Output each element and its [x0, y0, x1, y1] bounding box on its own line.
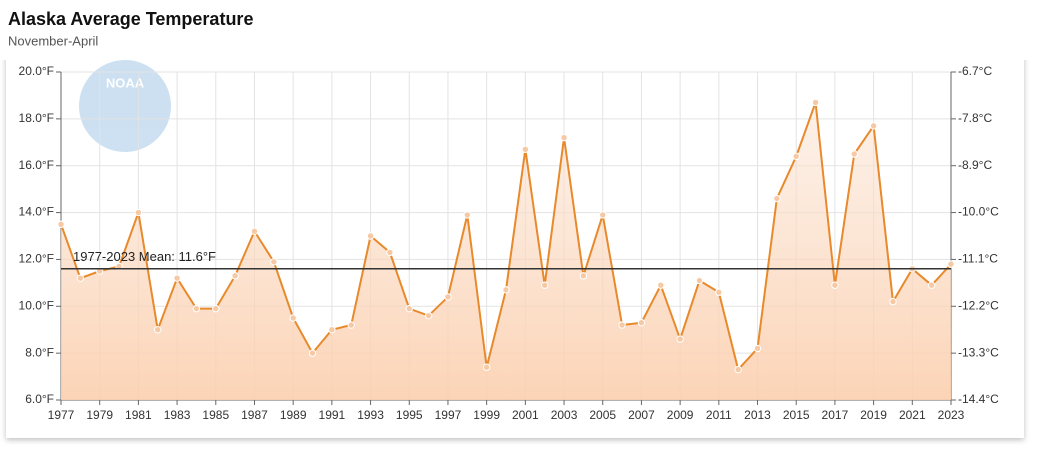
point: [366, 232, 375, 240]
point: [250, 227, 259, 236]
point: [831, 281, 839, 289]
point: [618, 321, 626, 329]
x-tick-label: 2011: [706, 408, 732, 422]
point: [657, 281, 665, 289]
x-tick-label: 1987: [241, 408, 268, 422]
point: [889, 297, 897, 306]
point: [57, 220, 65, 228]
point: [386, 248, 394, 257]
x-tick-label: 1999: [473, 408, 500, 422]
y-tick-label: 14.0°F: [19, 205, 54, 219]
x-tick-label: 1977: [48, 408, 75, 422]
point: [579, 272, 588, 280]
point: [753, 344, 762, 353]
y-tick-label: 8.0°F: [25, 345, 54, 359]
logo-circle: [79, 60, 171, 152]
point: [212, 304, 220, 313]
point: [308, 349, 317, 357]
x-tick-label: 1995: [396, 408, 423, 422]
point: [599, 211, 607, 219]
point: [502, 286, 510, 294]
x-tick-label: 1979: [86, 408, 113, 422]
x-tick-label: 2007: [628, 408, 655, 422]
point: [773, 194, 781, 203]
point: [927, 281, 936, 289]
chart-subtitle: November-April: [8, 33, 98, 48]
point: [405, 304, 413, 313]
y2-tick-label: -7.8°C: [958, 111, 992, 125]
x-tick-label: 2023: [938, 408, 965, 422]
point: [463, 211, 472, 219]
point: [173, 274, 181, 282]
point: [792, 152, 800, 161]
x-tick-label: 2017: [822, 408, 849, 422]
point: [811, 98, 820, 107]
point: [289, 314, 297, 322]
x-tick-label: 2015: [783, 408, 810, 422]
y2-tick-label: -10.0°C: [958, 205, 999, 219]
x-tick-label: 2003: [551, 408, 578, 422]
point: [424, 311, 433, 320]
x-tick-label: 2005: [589, 408, 616, 422]
x-tick-label: 2021: [899, 408, 926, 422]
y-tick-label: 6.0°F: [25, 392, 54, 406]
point: [521, 145, 530, 154]
point: [231, 272, 239, 280]
point: [347, 321, 355, 329]
point: [637, 318, 646, 327]
point: [328, 326, 336, 334]
point: [850, 150, 858, 158]
point: [192, 304, 201, 313]
x-tick-label: 1983: [164, 408, 191, 422]
y-tick-label: 10.0°F: [19, 298, 54, 312]
point: [869, 122, 878, 130]
header-bg: [0, 0, 1038, 60]
x-tick-label: 1989: [280, 408, 307, 422]
y2-tick-label: -13.3°C: [958, 345, 999, 359]
logo: NOAA: [79, 60, 171, 152]
y2-tick-label: -8.9°C: [958, 158, 992, 172]
point: [676, 335, 684, 343]
point: [134, 208, 143, 217]
point: [734, 365, 742, 374]
point: [270, 258, 278, 266]
x-tick-label: 1985: [202, 408, 229, 422]
x-tick-label: 2013: [744, 408, 771, 422]
point: [444, 293, 452, 301]
point: [482, 363, 491, 371]
x-tick-label: 1981: [125, 408, 152, 422]
y-tick-label: 20.0°F: [19, 64, 54, 78]
point: [560, 133, 568, 142]
y2-tick-label: -11.1°C: [958, 252, 998, 266]
point: [76, 274, 85, 282]
x-tick-label: 2001: [512, 408, 539, 422]
area: [61, 102, 951, 400]
x-tick-label: 2019: [860, 408, 887, 422]
y-tick-label: 16.0°F: [19, 158, 54, 172]
y-tick-label: 12.0°F: [19, 252, 54, 266]
chart-title: Alaska Average Temperature: [8, 9, 253, 29]
x-tick-label: 1993: [357, 408, 384, 422]
point: [947, 260, 955, 268]
y2-tick-label: -12.2°C: [958, 298, 999, 312]
y2-tick-label: -14.4°C: [958, 392, 999, 406]
y-tick-label: 18.0°F: [19, 111, 54, 125]
x-tick-label: 2009: [667, 408, 694, 422]
y2-tick-label: -6.7°C: [958, 64, 992, 78]
point: [715, 288, 723, 296]
point: [695, 276, 704, 285]
logo-text: NOAA: [106, 75, 145, 90]
point: [540, 281, 549, 289]
point: [154, 326, 162, 334]
x-tick-label: 1997: [435, 408, 462, 422]
x-tick-label: 1991: [319, 408, 346, 422]
mean-label: 1977-2023 Mean: 11.6°F: [73, 249, 216, 264]
